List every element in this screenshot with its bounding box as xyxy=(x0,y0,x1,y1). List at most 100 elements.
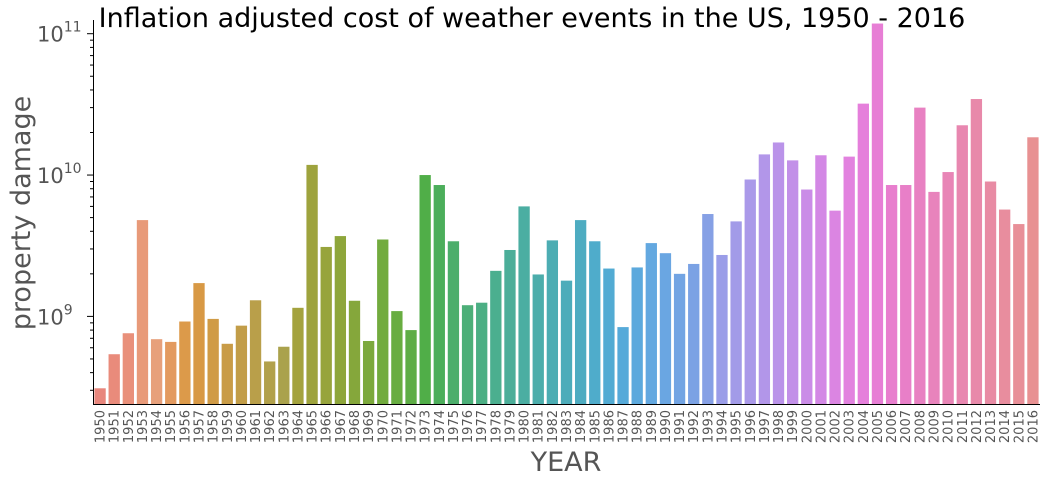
bar-1992 xyxy=(688,263,700,404)
x-tick-label: 1985 xyxy=(588,410,603,443)
bar-1984 xyxy=(574,220,587,404)
bar-1996 xyxy=(744,179,756,404)
x-tick-label: 1973 xyxy=(419,410,434,443)
bar-2000 xyxy=(801,189,813,404)
x-tick-label: 1960 xyxy=(235,410,250,443)
bar-2011 xyxy=(956,125,968,405)
x-tick-label: 1959 xyxy=(221,410,236,443)
bar-2001 xyxy=(815,155,827,404)
x-tick-label: 1951 xyxy=(108,410,123,443)
bar-1978 xyxy=(490,270,502,404)
x-tick-label: 1955 xyxy=(164,410,179,443)
x-tick-label: 2001 xyxy=(814,410,829,443)
bar-1975 xyxy=(447,241,460,404)
bar-1979 xyxy=(504,249,516,404)
bar-1952 xyxy=(122,333,134,404)
x-tick-label: 1969 xyxy=(362,410,377,443)
bar-1977 xyxy=(476,302,488,404)
x-tick-label: 1962 xyxy=(263,410,278,443)
bars xyxy=(94,23,1039,405)
x-tick-label: 1961 xyxy=(249,410,264,443)
bar-2003 xyxy=(843,156,855,404)
bar-1968 xyxy=(348,300,361,404)
ticks: 1950 1951 1952 1953 1954 1955 1956 1957 1958 1959… xyxy=(37,20,1041,443)
bar-1991 xyxy=(673,273,686,404)
bar-1962 xyxy=(264,361,276,404)
x-tick-label: 2008 xyxy=(913,410,928,443)
bar-1972 xyxy=(405,330,417,404)
chart-title: Inflation adjusted cost of weather event… xyxy=(99,3,966,34)
x-tick-label: 1998 xyxy=(772,410,787,443)
bar-2014 xyxy=(999,209,1011,404)
x-tick-label: 1992 xyxy=(687,410,702,443)
x-tick-label: 1984 xyxy=(574,410,589,443)
x-tick-label: 1976 xyxy=(461,410,476,443)
x-tick-label: 2006 xyxy=(885,410,900,443)
x-tick-label: 1970 xyxy=(376,410,391,443)
x-tick-label: 1981 xyxy=(532,410,547,443)
x-tick-label: 1952 xyxy=(122,410,137,443)
bar-1987 xyxy=(617,327,629,404)
bar-2012 xyxy=(970,99,983,404)
bar-1971 xyxy=(391,311,403,404)
x-tick-label: 1963 xyxy=(277,410,292,443)
x-tick-label: 1974 xyxy=(433,410,448,443)
x-tick-label: 2014 xyxy=(998,410,1013,443)
bar-1960 xyxy=(235,325,248,404)
bar-1970 xyxy=(377,239,389,404)
bar-1981 xyxy=(532,274,544,404)
x-tick-label: 1989 xyxy=(645,410,660,443)
bar-1995 xyxy=(730,221,742,404)
x-tick-label: 2011 xyxy=(956,410,971,443)
x-tick-label: 2003 xyxy=(843,410,858,443)
x-tick-label: 2015 xyxy=(1012,410,1027,443)
bar-1976 xyxy=(461,305,474,404)
y-tick-label: 1010 xyxy=(37,161,82,188)
bar-2010 xyxy=(942,172,954,404)
bar-2007 xyxy=(900,185,912,404)
x-tick-label: 2009 xyxy=(927,410,942,443)
bar-1957 xyxy=(193,283,205,404)
x-tick-label: 1978 xyxy=(489,410,504,443)
bar-1974 xyxy=(433,185,445,404)
x-tick-label: 2016 xyxy=(1026,410,1041,443)
x-tick-label: 2002 xyxy=(829,410,844,443)
bar-1985 xyxy=(589,241,601,404)
x-tick-label: 2007 xyxy=(899,410,914,443)
bar-1994 xyxy=(716,254,728,404)
x-tick-label: 1964 xyxy=(291,410,306,443)
x-tick-label: 2000 xyxy=(800,410,815,443)
x-tick-label: 1982 xyxy=(546,410,561,443)
bar-2009 xyxy=(928,191,940,404)
x-tick-label: 1950 xyxy=(94,410,109,443)
bar-1983 xyxy=(560,280,573,404)
bar-1966 xyxy=(320,246,332,404)
x-tick-label: 1953 xyxy=(136,410,151,443)
x-tick-label: 1971 xyxy=(390,410,405,443)
x-tick-label: 1968 xyxy=(348,410,363,443)
x-tick-label: 1993 xyxy=(701,410,716,443)
bar-1954 xyxy=(150,339,163,404)
bar-2015 xyxy=(1013,224,1025,404)
bar-1964 xyxy=(292,307,304,404)
x-tick-label: 2010 xyxy=(942,410,957,443)
y-tick-label: 1011 xyxy=(37,20,82,47)
x-tick-label: 1983 xyxy=(560,410,575,443)
x-tick-label: 1994 xyxy=(715,410,730,443)
bar-1959 xyxy=(221,343,233,404)
x-tick-label: 1991 xyxy=(673,410,688,443)
bar-1958 xyxy=(207,318,219,404)
x-tick-label: 1980 xyxy=(518,410,533,443)
bar-1986 xyxy=(603,268,615,404)
bar-1955 xyxy=(165,341,177,404)
bar-1990 xyxy=(659,253,672,404)
x-tick-label: 1972 xyxy=(405,410,420,443)
y-axis-label: property damage xyxy=(6,96,37,330)
x-tick-label: 2013 xyxy=(984,410,999,443)
bar-2016 xyxy=(1027,137,1039,404)
x-tick-label: 1987 xyxy=(617,410,632,443)
bar-1993 xyxy=(702,214,714,404)
x-axis-label: YEAR xyxy=(530,447,602,478)
bar-1998 xyxy=(772,142,785,404)
